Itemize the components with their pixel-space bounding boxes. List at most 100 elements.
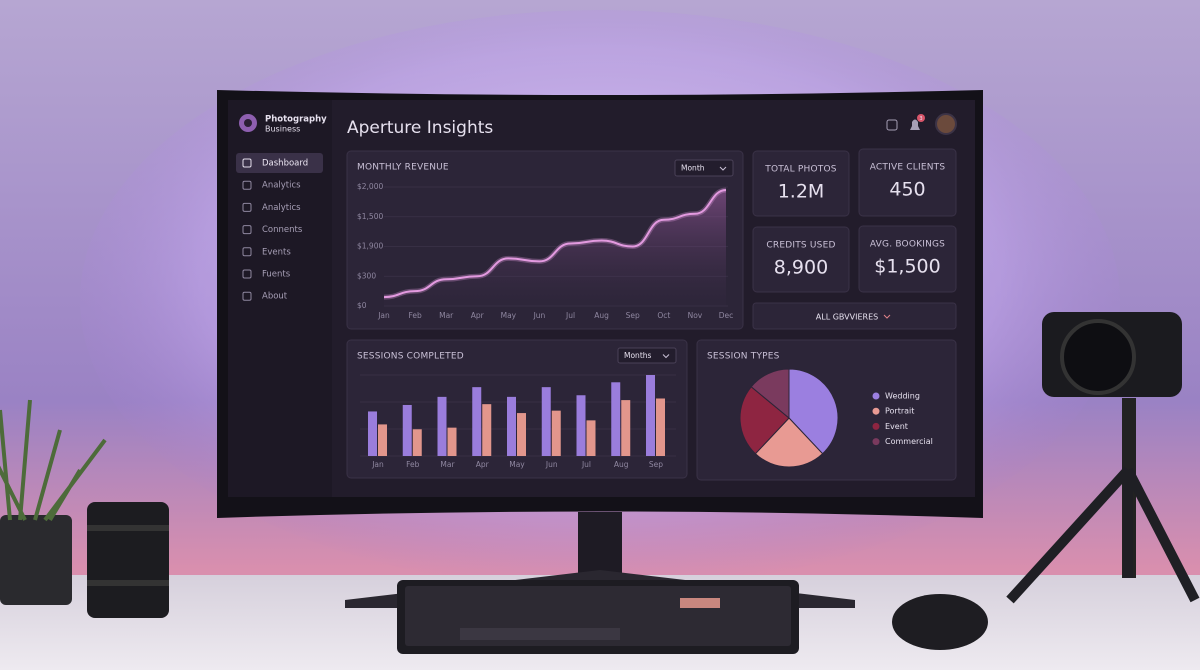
- x-tick-label: Oct: [657, 311, 670, 320]
- bar: [517, 413, 526, 456]
- legend-swatch: [872, 422, 880, 430]
- nav-item[interactable]: About: [262, 292, 288, 302]
- bar: [368, 411, 377, 456]
- dropdown-label[interactable]: Month: [681, 164, 705, 173]
- pie-slice: [754, 417, 824, 468]
- dropdown[interactable]: [674, 159, 734, 177]
- all-services-button[interactable]: [752, 302, 957, 330]
- bar: [437, 396, 447, 456]
- legend-label: Event: [885, 422, 908, 431]
- badge-count: 3: [919, 116, 922, 122]
- x-tick-label: Mar: [439, 311, 454, 320]
- x-tick-label: Sep: [649, 460, 663, 469]
- nav-icon[interactable]: [242, 225, 252, 235]
- x-tick-label: May: [501, 311, 517, 320]
- chevron: [662, 354, 670, 359]
- kpi-value: 8,900: [774, 257, 828, 279]
- bar: [541, 387, 551, 456]
- button-label[interactable]: ALL GBVVIERES: [816, 313, 878, 322]
- legend-swatch: [872, 407, 880, 415]
- legend-label: Commercial: [885, 437, 933, 446]
- bar: [551, 410, 561, 456]
- bar: [656, 398, 665, 456]
- kpi-label: TOTAL PHOTOS: [764, 165, 836, 175]
- card-title: MONTHLY REVENUE: [357, 163, 449, 173]
- kpi-card: [752, 150, 850, 217]
- settings-icon[interactable]: [886, 119, 898, 131]
- badge: [917, 114, 925, 122]
- x-tick-label: Aug: [594, 311, 609, 320]
- bell-icon[interactable]: [910, 119, 920, 131]
- nav-item[interactable]: Dashboard: [262, 159, 308, 169]
- nav-icon[interactable]: [242, 247, 252, 257]
- card-title: SESSION TYPES: [707, 352, 780, 362]
- x-tick-label: Feb: [406, 460, 420, 469]
- nav-icon[interactable]: [242, 269, 252, 279]
- nav-item[interactable]: Events: [262, 247, 291, 257]
- bar: [576, 395, 586, 456]
- lens: [87, 502, 169, 618]
- pie-slice: [788, 368, 839, 455]
- bar: [412, 429, 422, 456]
- y-tick-label: $300: [357, 271, 376, 280]
- dropdown[interactable]: [617, 347, 677, 364]
- x-tick-label: Jan: [371, 460, 384, 469]
- x-tick-label: May: [509, 460, 525, 469]
- charts: $2,000 $1,500 $1,900 $300 $0 Jan Feb Mar Apr May J…: [357, 182, 933, 469]
- card-title: SESSIONS COMPLETED: [357, 352, 464, 362]
- kpi-card: [858, 225, 957, 293]
- nav-icon[interactable]: [242, 158, 252, 168]
- mouse: [892, 594, 988, 650]
- x-tick-label: Apr: [476, 460, 490, 469]
- nav-item[interactable]: Analytics: [262, 181, 301, 191]
- y-tick-label: $1,900: [357, 242, 383, 251]
- sessions-card: [346, 339, 688, 479]
- x-tick-label: Jul: [581, 460, 591, 469]
- avatar[interactable]: [935, 113, 957, 135]
- page-title: Aperture Insights: [347, 118, 493, 138]
- nav-icon[interactable]: [242, 202, 252, 212]
- nav-item[interactable]: Analytics: [262, 203, 301, 213]
- brand-name: Photography: [265, 115, 327, 125]
- x-tick-label: Nov: [688, 311, 703, 320]
- x-tick-label: Mar: [440, 460, 455, 469]
- x-tick-label: Aug: [614, 460, 629, 469]
- pie-slice: [739, 386, 790, 455]
- nav-item[interactable]: Connents: [262, 225, 303, 235]
- bar: [646, 375, 655, 456]
- nav-icon[interactable]: [242, 180, 252, 190]
- chevron: [719, 166, 727, 171]
- kpi-card: [858, 148, 957, 217]
- x-tick-label: Jan: [377, 311, 390, 320]
- bar: [482, 404, 492, 456]
- kpi-label: ACTIVE CLIENTS: [870, 163, 946, 173]
- legend-label: Portrait: [885, 407, 914, 416]
- kpi-value: $1,500: [874, 256, 940, 278]
- pie-slice: [750, 368, 790, 420]
- brand-name: Business: [265, 125, 300, 134]
- bar: [378, 424, 387, 456]
- x-tick-label: Apr: [471, 311, 485, 320]
- nav: Dashboard Analytics Analytics Connents Event…: [242, 158, 308, 302]
- legend-label: Wedding: [885, 392, 920, 401]
- bar: [402, 404, 412, 456]
- brand-logo-center: [244, 119, 252, 127]
- kpi-card: [752, 226, 850, 293]
- y-tick-label: $1,500: [357, 212, 383, 221]
- nav-icon[interactable]: [242, 291, 252, 301]
- kpis: TOTAL PHOTOS 1.2M ACTIVE CLIENTS 450 CREDITS…: [752, 148, 957, 293]
- nav-active: [236, 153, 323, 173]
- legend-swatch: [872, 438, 880, 446]
- bar: [472, 387, 482, 456]
- kpi-label: AVG. BOOKINGS: [870, 240, 945, 250]
- nav-item[interactable]: Fuents: [262, 270, 291, 280]
- kpi-label: CREDITS USED: [766, 241, 835, 251]
- x-tick-label: Jul: [565, 311, 575, 320]
- keyboard: [397, 580, 799, 654]
- x-tick-label: Jun: [533, 311, 546, 320]
- bar: [586, 420, 596, 456]
- dropdown-label[interactable]: Months: [624, 351, 652, 360]
- y-tick-label: $2,000: [357, 182, 383, 191]
- bar: [621, 400, 631, 456]
